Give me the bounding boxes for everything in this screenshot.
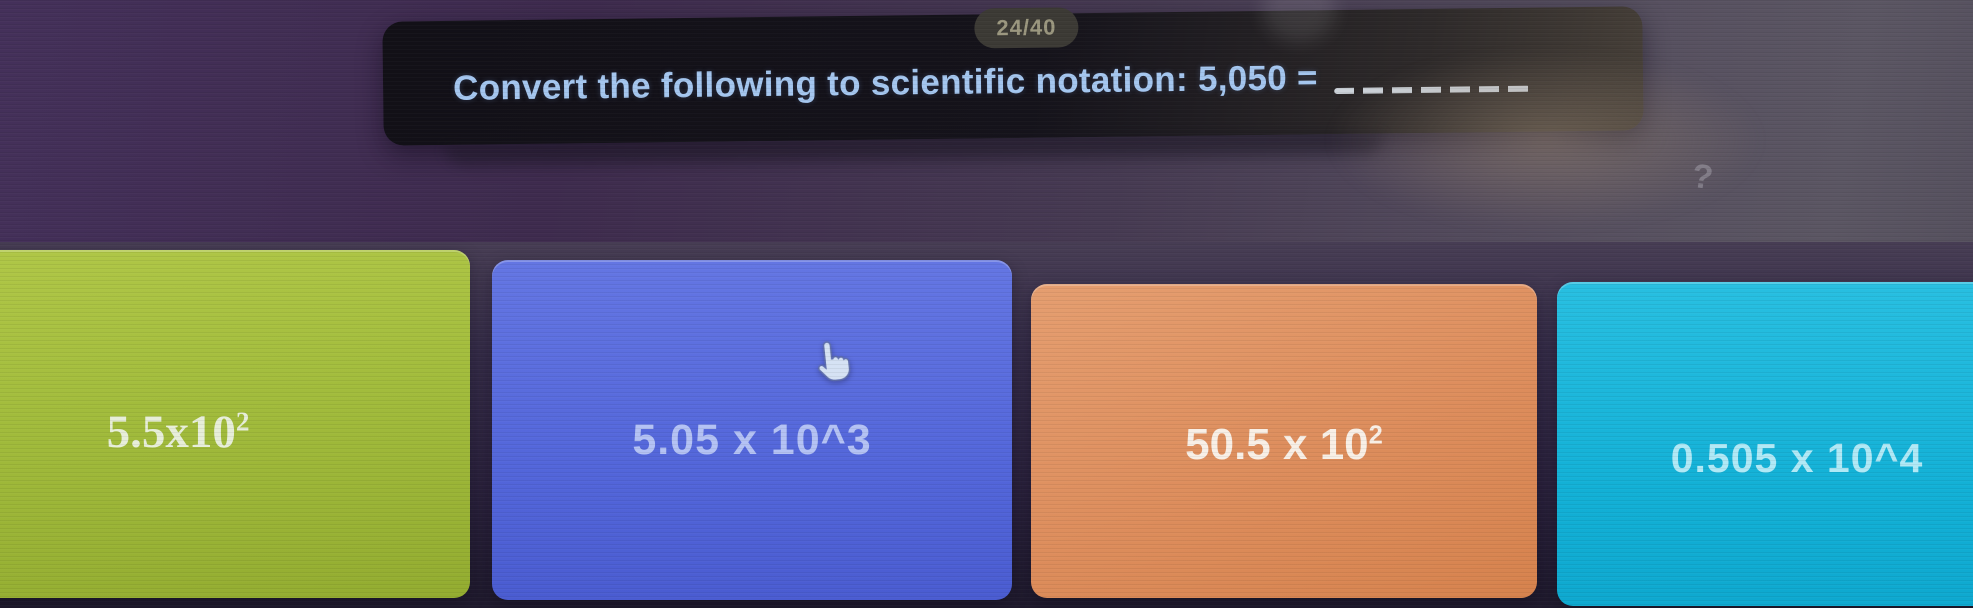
- answer-text-base: 5.5x10: [106, 406, 236, 458]
- answer-text-base: 0.505 x 10^4: [1670, 434, 1924, 481]
- answer-label-1: 5.5x102: [107, 405, 250, 459]
- progress-counter: 24/40: [974, 7, 1079, 49]
- faint-question-mark: ?: [1689, 156, 1716, 198]
- question-banner: 24/40 Convert the following to scientifi…: [382, 6, 1644, 146]
- answer-card-1[interactable]: 5.5x102: [0, 250, 470, 598]
- answer-label-2: 5.05 x 10^3: [632, 416, 871, 465]
- answer-label-3: 50.5 x 102: [1185, 420, 1383, 470]
- answer-text-base: 5.05 x 10^3: [632, 415, 872, 464]
- answer-text-base: 50.5 x 10: [1185, 420, 1369, 469]
- answer-card-3[interactable]: 50.5 x 102: [1031, 284, 1537, 598]
- answer-card-4[interactable]: 0.505 x 10^4: [1557, 282, 1973, 606]
- answer-exponent: 2: [235, 406, 250, 437]
- answer-exponent: 2: [1368, 421, 1383, 450]
- answer-blank-line: [1333, 85, 1530, 95]
- question-text: Convert the following to scientific nota…: [452, 58, 1319, 108]
- answer-card-2[interactable]: 5.05 x 10^3: [492, 260, 1012, 600]
- question-row: Convert the following to scientific nota…: [453, 56, 1530, 109]
- answer-label-4: 0.505 x 10^4: [1671, 435, 1924, 482]
